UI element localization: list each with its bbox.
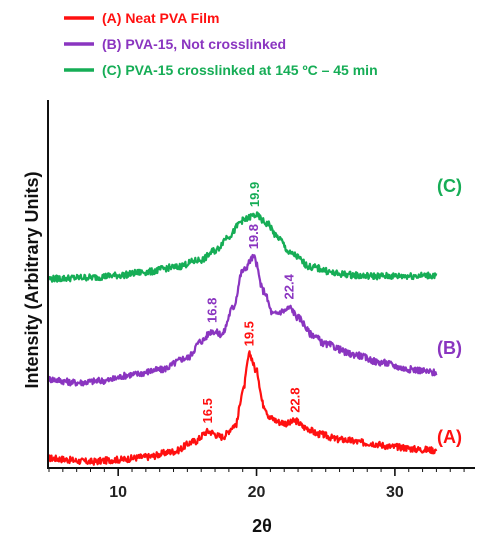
peak-label-a-22-8: 22.8 — [287, 387, 302, 412]
series-b-line — [47, 253, 438, 387]
peak-label-c-19-9: 19.9 — [247, 182, 262, 207]
peak-labels: 16.5 19.5 22.8 16.8 19.8 22.4 19.9 — [200, 182, 302, 424]
legend-label-c: (C) PVA-15 crosslinked at 145 ºC – 45 mi… — [102, 62, 378, 78]
series-a-line — [48, 350, 438, 466]
curve-end-label-c: (C) — [437, 176, 462, 196]
peak-label-a-19-5: 19.5 — [242, 321, 257, 346]
x-tick-label-10: 10 — [109, 484, 127, 501]
legend-entry-b: (B) PVA-15, Not crosslinked — [64, 36, 286, 52]
peak-label-b-16-8: 16.8 — [204, 298, 219, 323]
legend-label-a: (A) Neat PVA Film — [102, 10, 219, 26]
axes: 10 20 30 2θ Intensity (Arbitrary Units) — [22, 100, 475, 536]
x-tick-label-20: 20 — [248, 484, 266, 501]
peak-label-b-19-8: 19.8 — [246, 224, 261, 249]
peak-label-a-16-5: 16.5 — [200, 398, 215, 423]
curve-end-label-b: (B) — [437, 338, 462, 358]
legend-entry-a: (A) Neat PVA Film — [64, 10, 219, 26]
y-axis-title: Intensity (Arbitrary Units) — [22, 171, 42, 388]
legend-label-b: (B) PVA-15, Not crosslinked — [102, 36, 286, 52]
curve-end-label-a: (A) — [437, 427, 462, 447]
x-ticks: 10 20 30 — [48, 468, 465, 501]
x-axis-title: 2θ — [252, 516, 272, 536]
x-tick-label-30: 30 — [386, 484, 404, 501]
series-c-line — [47, 211, 438, 283]
plot-area — [47, 211, 438, 466]
legend-entry-c: (C) PVA-15 crosslinked at 145 ºC – 45 mi… — [64, 62, 378, 78]
legend: (A) Neat PVA Film (B) PVA-15, Not crossl… — [64, 10, 378, 78]
peak-label-b-22-4: 22.4 — [282, 273, 297, 299]
